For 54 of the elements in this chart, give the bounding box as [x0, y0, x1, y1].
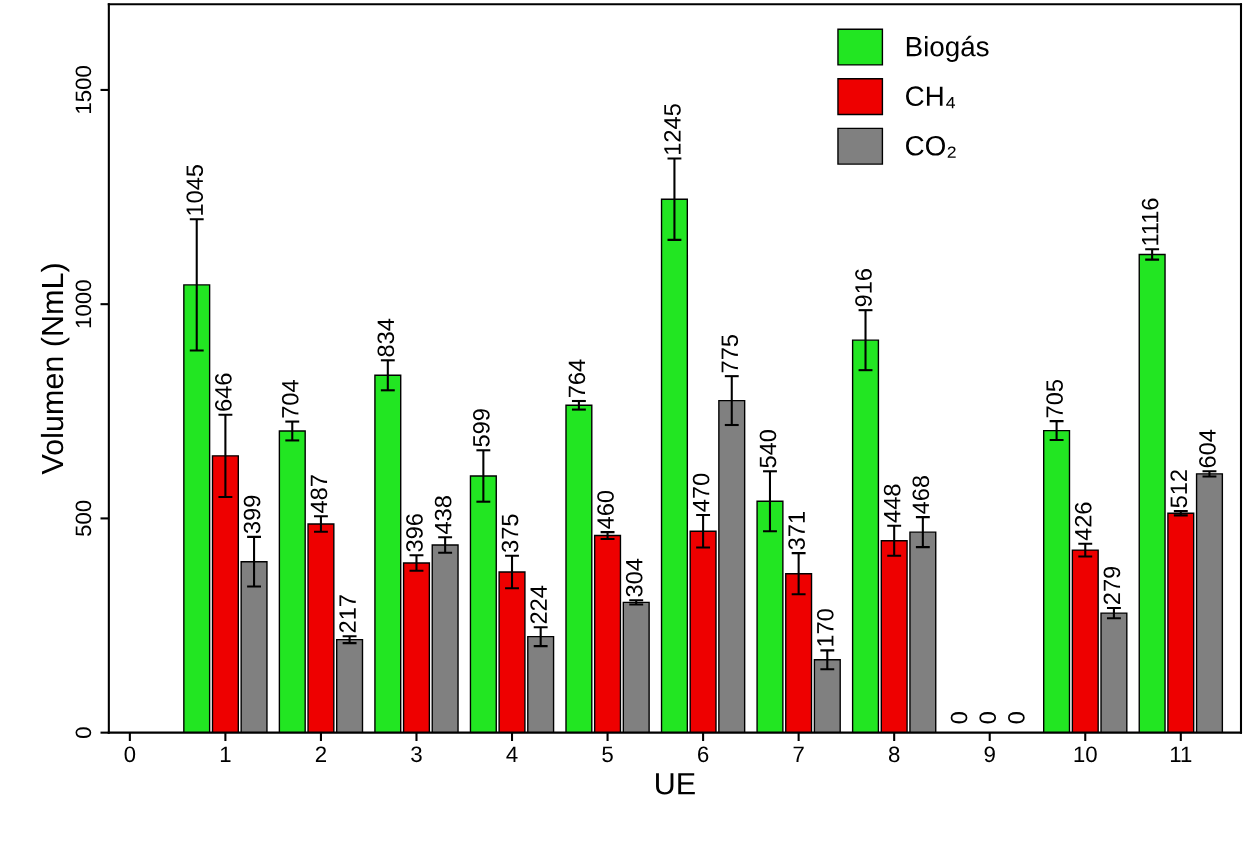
data-label: 448 [883, 484, 901, 523]
x-tick-label: 0 [124, 746, 136, 763]
x-tick-label: 5 [602, 746, 613, 763]
data-label: 487 [310, 475, 328, 513]
y-tick-label: 0 [75, 727, 92, 738]
legend-label: CO₂ [906, 135, 956, 158]
x-tick-label: 4 [506, 746, 518, 762]
data-label: 916 [855, 269, 872, 307]
data-label: 512 [1170, 470, 1188, 508]
legend-label: CH₄ [906, 86, 956, 109]
data-label: 604 [1199, 429, 1216, 468]
data-label: 426 [1074, 502, 1092, 541]
data-label: 399 [243, 495, 261, 534]
data-label: 371 [788, 512, 805, 550]
y-tick-label: 500 [75, 500, 92, 537]
data-label: 1245 [664, 104, 681, 154]
data-label: 217 [339, 595, 356, 633]
data-label: 468 [912, 475, 930, 514]
x-tick-label: 7 [793, 746, 804, 762]
x-tick-label: 8 [888, 746, 900, 763]
data-label: 0 [950, 712, 968, 724]
y-tick-label: 1000 [75, 280, 92, 328]
data-label: 540 [759, 430, 777, 468]
x-tick-label: 9 [984, 746, 995, 763]
data-label: 1045 [186, 165, 204, 215]
data-label: 375 [501, 514, 519, 553]
data-label: 775 [721, 334, 739, 373]
data-label: 170 [816, 609, 834, 646]
data-label: 1116 [1141, 198, 1159, 245]
data-label: 279 [1103, 566, 1121, 604]
data-label: 764 [568, 359, 586, 398]
x-tick-label: 11 [1170, 746, 1192, 762]
data-label: 834 [377, 318, 395, 357]
x-tick-label: 1 [220, 746, 231, 762]
data-label: 0 [1008, 712, 1025, 724]
x-tick-label: 10 [1074, 746, 1097, 763]
data-label: 224 [530, 585, 547, 624]
x-tick-label: 3 [411, 746, 422, 763]
data-label: 646 [215, 373, 232, 411]
data-label: 304 [625, 558, 643, 597]
data-label: 599 [472, 409, 490, 447]
x-tick-label: 2 [315, 746, 326, 762]
data-label: 470 [692, 473, 710, 512]
data-label: 0 [979, 712, 997, 724]
y-axis-title: Volumen (NmL) [40, 264, 70, 475]
data-label: 705 [1046, 379, 1063, 418]
y-tick-label: 1500 [75, 66, 92, 113]
data-label: 460 [597, 490, 614, 529]
data-label: 704 [281, 380, 299, 418]
x-axis-title: UE [656, 773, 695, 795]
data-label: 438 [434, 496, 452, 534]
data-label: 396 [406, 514, 423, 552]
x-tick-label: 6 [698, 746, 709, 763]
legend-label: Biogás [906, 35, 989, 62]
